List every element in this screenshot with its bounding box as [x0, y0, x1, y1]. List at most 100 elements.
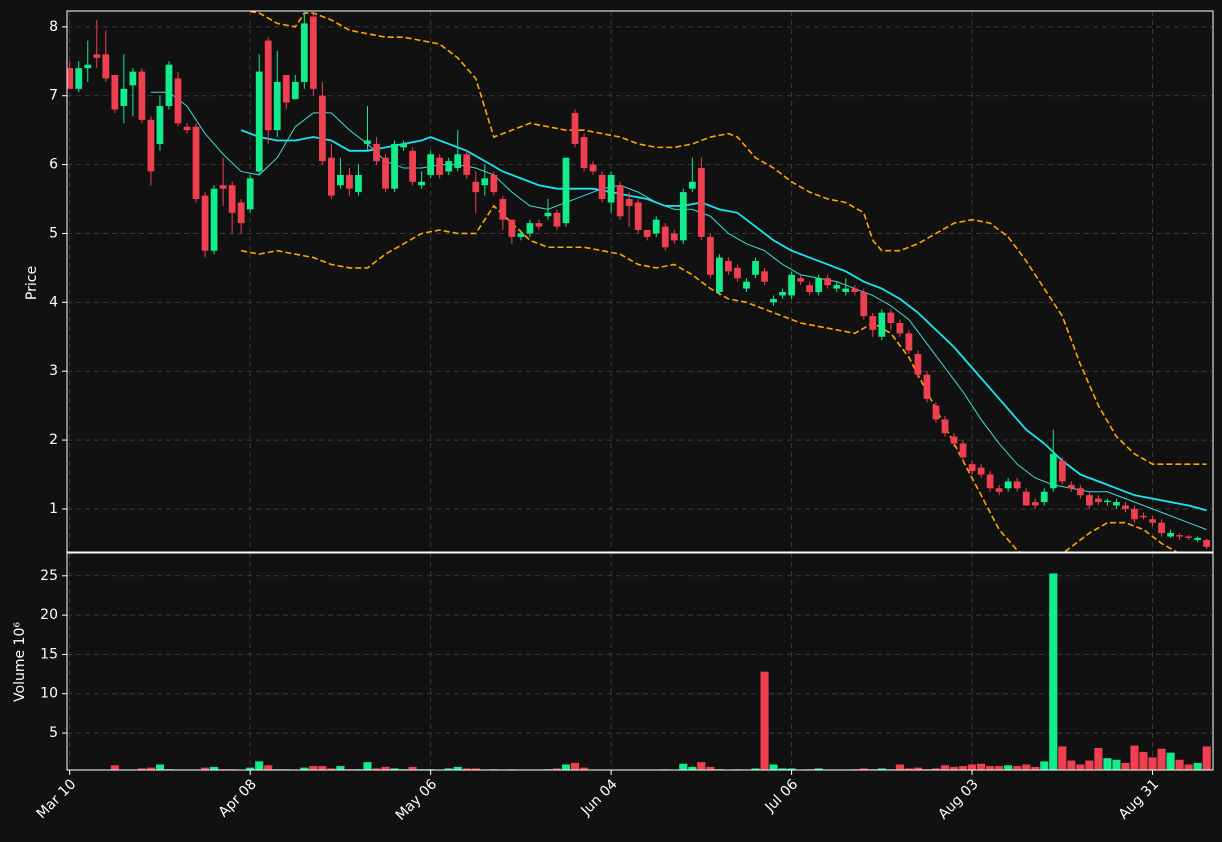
candle-body [923, 374, 931, 399]
candle-body [192, 126, 200, 200]
candle-body [860, 292, 868, 317]
volume-bar [986, 766, 995, 770]
volume-bar [1166, 752, 1175, 770]
candle-body [382, 157, 389, 189]
y-tick-label: 7 [49, 88, 58, 104]
volume-bar [146, 767, 155, 770]
candle-body [697, 168, 705, 237]
volume-bar [949, 766, 959, 770]
candle-body [995, 488, 1003, 492]
candle-body [1004, 481, 1012, 489]
candle-body [869, 316, 877, 330]
y-tick-label: 6 [49, 157, 58, 173]
candle-body [246, 178, 254, 210]
volume-bar [471, 768, 480, 770]
candle-body [328, 157, 335, 196]
candle-body [255, 71, 263, 172]
candle-body [986, 474, 994, 489]
volume-bar [688, 766, 697, 770]
candle-body [950, 436, 958, 444]
volume-bar [931, 768, 941, 770]
candle-body [1149, 519, 1156, 523]
volume-bar [390, 768, 399, 770]
candle-body [688, 181, 696, 189]
volume-bar [570, 762, 580, 770]
candle-body [165, 64, 173, 107]
volume-bar [1121, 762, 1130, 770]
candle-body [652, 219, 660, 234]
candle-body [481, 178, 489, 186]
candle-body [725, 261, 732, 272]
volume-bar [1139, 751, 1148, 770]
y-tick-label: 3 [49, 363, 58, 379]
volume-bar [904, 768, 913, 770]
candle-body [418, 181, 426, 186]
candle-body [490, 174, 498, 193]
candle-body [400, 143, 407, 148]
candle-body [1058, 460, 1066, 482]
volume-axis-label: Volume 10⁶ [12, 622, 28, 702]
candle-body [373, 143, 380, 162]
candle-body [553, 212, 561, 227]
candle-body [770, 298, 777, 303]
volume-bar [444, 768, 453, 770]
volume-bar [246, 767, 255, 770]
overlay-line [244, 11, 1207, 465]
candle-body [1176, 535, 1183, 537]
volume-bar [1022, 764, 1031, 770]
volume-bar [453, 766, 462, 770]
volume-bar [787, 768, 796, 770]
volume-layer [110, 573, 1211, 770]
volume-bar [372, 768, 381, 770]
candle-body [779, 292, 786, 296]
candle-body [634, 202, 642, 231]
candle-body [445, 161, 453, 172]
candle-body [1122, 505, 1129, 509]
candle-body [364, 140, 371, 144]
volume-bar [1067, 760, 1076, 770]
candle-body [1131, 508, 1138, 520]
candle-body [84, 64, 92, 69]
candle-body [562, 157, 570, 224]
volume-bar [877, 768, 886, 770]
candle-body [174, 78, 182, 124]
volume-bar [255, 761, 264, 770]
volume-tick-label: 15 [40, 646, 58, 662]
volume-bar [778, 768, 787, 770]
candle-body [734, 267, 741, 279]
candle-body [761, 271, 768, 282]
candle-body [156, 106, 164, 144]
volume-bar [201, 767, 210, 770]
volume-bar [408, 766, 417, 770]
candle-body [598, 174, 606, 200]
volume-bar [264, 765, 273, 770]
candle-body [752, 261, 759, 275]
y-tick-label: 4 [49, 294, 58, 310]
volume-tick-label: 10 [40, 686, 58, 702]
candle-body [75, 68, 83, 89]
volume-bar [968, 764, 977, 770]
volume-bar [1013, 766, 1022, 770]
candle-body [806, 285, 814, 293]
volume-bar [155, 764, 165, 770]
candle-body [210, 188, 218, 251]
volume-bar [895, 764, 904, 770]
candle-body [355, 174, 362, 193]
volume-bar [1175, 759, 1184, 770]
candle-body [129, 71, 137, 86]
candle-body [616, 185, 624, 217]
candle-body [580, 137, 588, 169]
volume-bar [697, 762, 706, 770]
volume-bar [1049, 573, 1058, 770]
candle-body [833, 285, 841, 289]
volume-bar [814, 768, 823, 770]
candle-body [842, 288, 850, 293]
candle-body [318, 95, 326, 162]
candle-body [183, 126, 191, 131]
volume-bar [110, 765, 119, 770]
volume-bar [210, 766, 219, 770]
volume-bar [1193, 762, 1202, 770]
candle-body [517, 233, 525, 237]
candle-body [1203, 539, 1211, 547]
candle-body [138, 71, 146, 120]
